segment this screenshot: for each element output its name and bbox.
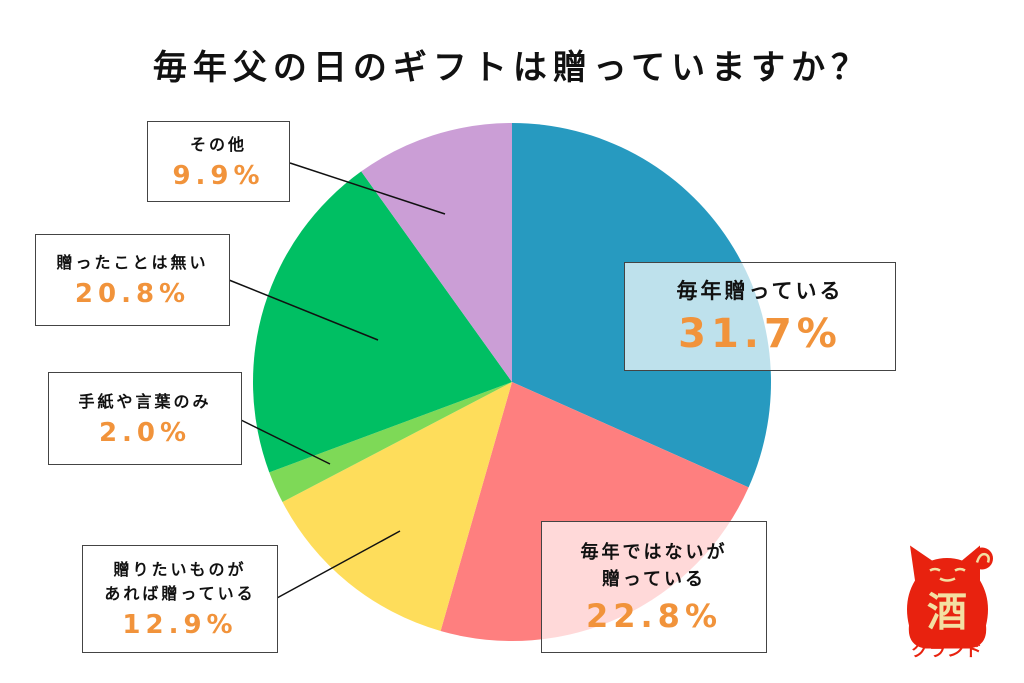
slice-value: 20.8%: [74, 279, 191, 309]
pie-slice-5: [361, 123, 512, 382]
pie-slice-3: [269, 382, 512, 503]
slice-label: 贈りたいものが: [113, 560, 247, 579]
pie-slice-2: [282, 382, 512, 631]
chart-title: 毎年父の日のギフトは贈っていますか？: [152, 48, 872, 88]
label-box-never: 贈ったことは無い 20.8%: [35, 234, 230, 326]
logo-glyph: 酒: [927, 590, 967, 636]
lucky-cat-logo: 酒: [907, 545, 993, 649]
slice-label: その他: [189, 134, 247, 154]
label-box-not-every-year: 毎年ではないが 贈っている 22.8%: [541, 521, 767, 653]
logo-text: クランド: [911, 641, 983, 661]
slice-value: 22.8%: [585, 597, 722, 635]
leader-line-never: [228, 279, 379, 341]
leader-line-if-want: [276, 530, 401, 599]
slice-value: 2.0%: [98, 417, 192, 448]
slice-value: 9.9%: [172, 160, 265, 191]
label-box-other: その他 9.9%: [147, 121, 290, 202]
leader-line-letter: [240, 419, 331, 465]
slice-label: 贈っている: [601, 569, 707, 590]
slice-value: 12.9%: [122, 610, 238, 640]
label-box-if-want: 贈りたいものが あれば贈っている 12.9%: [82, 545, 278, 653]
slice-label: 毎年ではないが: [580, 542, 728, 563]
slice-value: 31.7%: [678, 311, 842, 358]
label-box-letter: 手紙や言葉のみ 2.0%: [48, 372, 242, 465]
slice-label: 手紙や言葉のみ: [78, 391, 212, 411]
label-box-every-year: 毎年贈っている 31.7%: [624, 262, 896, 371]
slice-label: あれば贈っている: [104, 584, 256, 603]
slice-label: 贈ったことは無い: [56, 253, 209, 272]
leader-line-other: [289, 162, 446, 215]
pie-slice-4: [252, 171, 512, 473]
slice-label: 毎年贈っている: [676, 278, 844, 303]
